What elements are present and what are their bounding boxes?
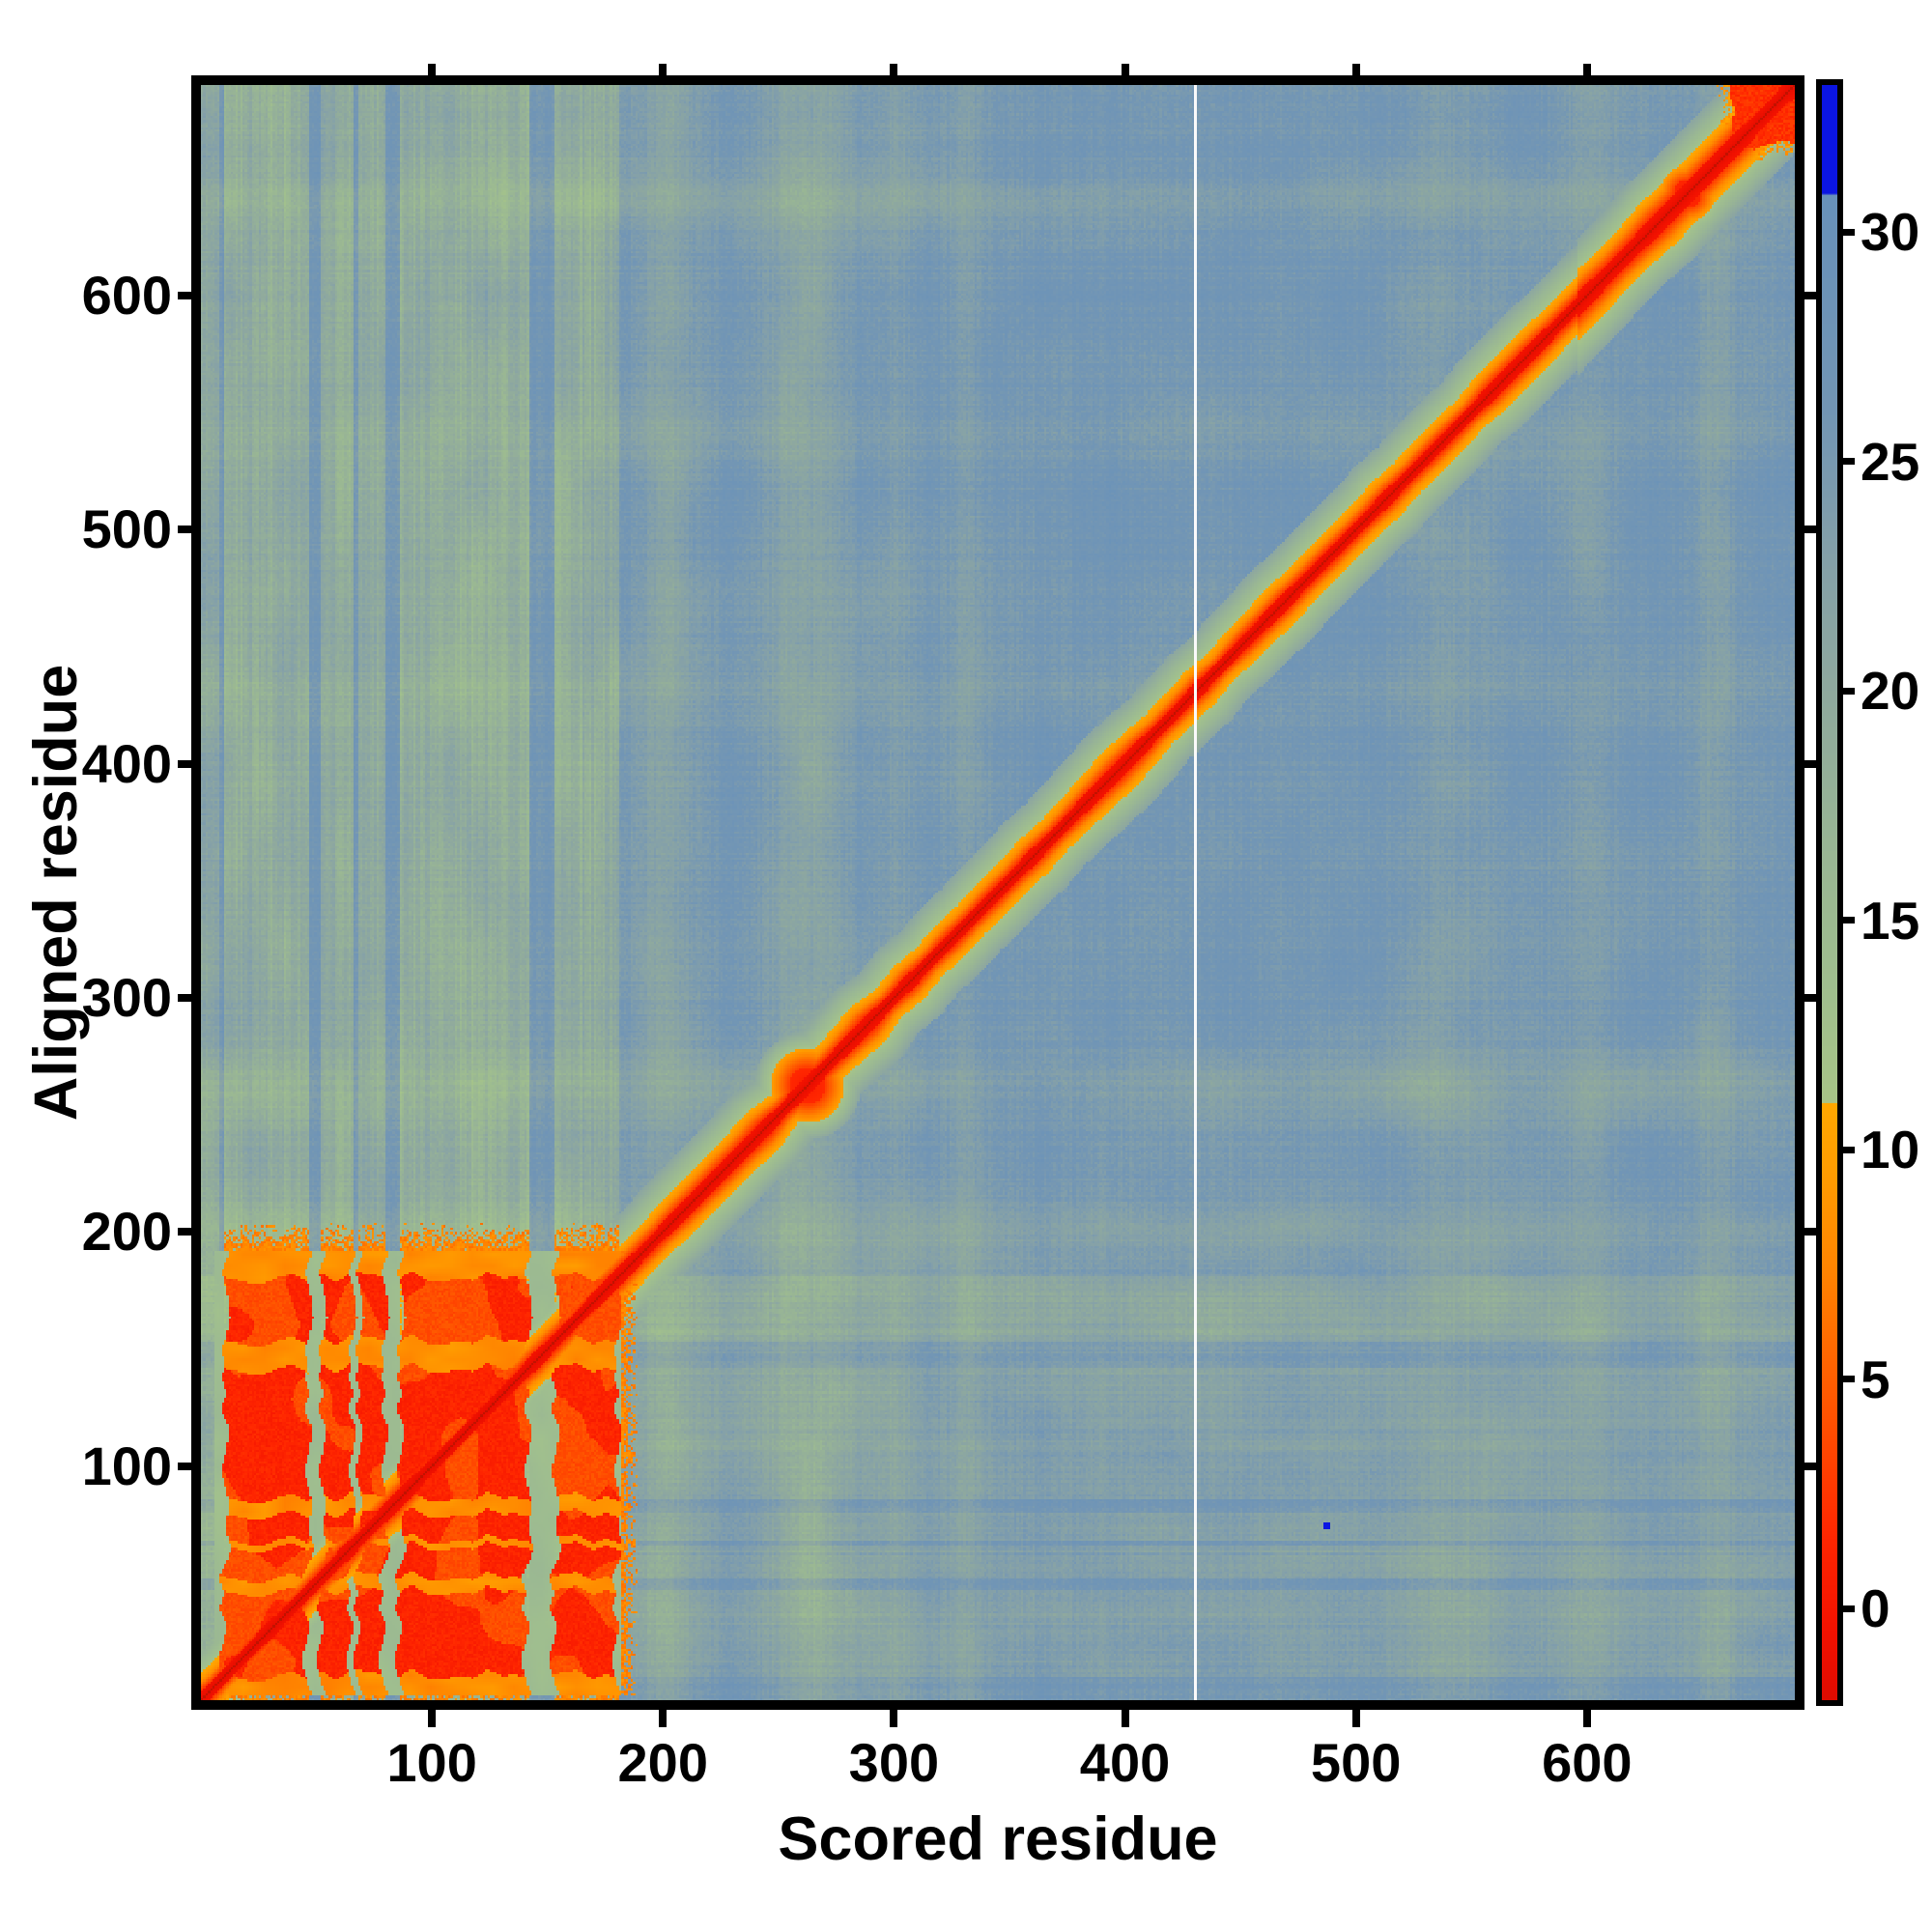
x-tick <box>1351 1710 1360 1727</box>
colorbar-tick-label: 25 <box>1861 431 1920 492</box>
y-tick <box>178 759 191 768</box>
plot-frame <box>191 75 1804 1710</box>
top-tick <box>1582 64 1591 75</box>
x-tick <box>1121 1710 1129 1727</box>
colorbar-tick-label: 5 <box>1861 1349 1890 1409</box>
right-tick <box>1804 994 1816 1003</box>
colorbar-tick-label: 20 <box>1861 661 1920 721</box>
x-tick-label: 300 <box>848 1732 940 1793</box>
y-axis-title: Aligned residue <box>22 664 90 1122</box>
top-tick <box>1121 64 1129 75</box>
colorbar-tick <box>1843 917 1855 923</box>
colorbar-tick <box>1843 1605 1855 1612</box>
colorbar-canvas <box>1822 85 1837 1700</box>
y-tick <box>178 292 191 300</box>
right-tick <box>1804 526 1816 534</box>
right-tick <box>1804 759 1816 768</box>
colorbar-tick <box>1843 458 1855 465</box>
y-tick-label: 300 <box>81 967 172 1029</box>
x-tick <box>659 1710 668 1727</box>
x-tick-label: 500 <box>1310 1732 1402 1793</box>
top-tick <box>890 64 898 75</box>
x-tick-label: 600 <box>1542 1732 1633 1793</box>
y-tick-label: 500 <box>81 498 172 560</box>
x-tick <box>890 1710 898 1727</box>
y-tick-label: 100 <box>81 1435 172 1496</box>
x-tick-label: 400 <box>1079 1732 1171 1793</box>
colorbar-tick-label: 10 <box>1861 1120 1920 1179</box>
x-tick <box>1582 1710 1591 1727</box>
y-tick <box>178 1462 191 1470</box>
x-tick-label: 100 <box>386 1732 477 1793</box>
right-tick <box>1804 1462 1816 1470</box>
x-axis-title: Scored residue <box>778 1805 1218 1873</box>
colorbar-tick-label: 15 <box>1861 890 1920 951</box>
top-tick <box>428 64 437 75</box>
y-tick <box>178 994 191 1003</box>
colorbar-tick <box>1843 687 1855 695</box>
colorbar-tick-label: 30 <box>1861 202 1920 262</box>
right-tick <box>1804 1228 1816 1236</box>
colorbar-tick-label: 0 <box>1861 1578 1890 1638</box>
right-tick <box>1804 292 1816 300</box>
top-tick <box>659 64 668 75</box>
colorbar-tick <box>1843 228 1855 236</box>
colorbar-tick <box>1843 1376 1855 1382</box>
y-tick <box>178 1228 191 1236</box>
y-tick <box>178 526 191 534</box>
colorbar-frame <box>1816 79 1843 1706</box>
x-tick-label: 200 <box>617 1732 708 1793</box>
heatmap-canvas <box>201 85 1795 1700</box>
top-tick <box>1351 64 1360 75</box>
colorbar-tick <box>1843 1146 1855 1153</box>
y-tick-label: 400 <box>81 732 172 794</box>
x-tick <box>428 1710 437 1727</box>
y-tick-label: 600 <box>81 265 172 327</box>
y-tick-label: 200 <box>81 1201 172 1263</box>
